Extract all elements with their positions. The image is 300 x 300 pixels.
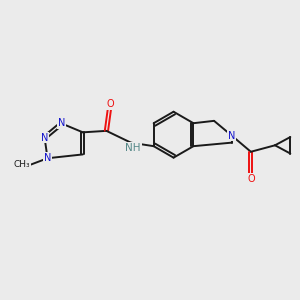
- Text: N: N: [41, 133, 48, 142]
- Text: O: O: [247, 174, 255, 184]
- Text: NH: NH: [125, 143, 141, 153]
- Text: O: O: [106, 99, 114, 109]
- Text: N: N: [228, 130, 236, 141]
- Text: CH₃: CH₃: [14, 160, 31, 169]
- Text: N: N: [44, 153, 51, 163]
- Text: N: N: [58, 118, 65, 128]
